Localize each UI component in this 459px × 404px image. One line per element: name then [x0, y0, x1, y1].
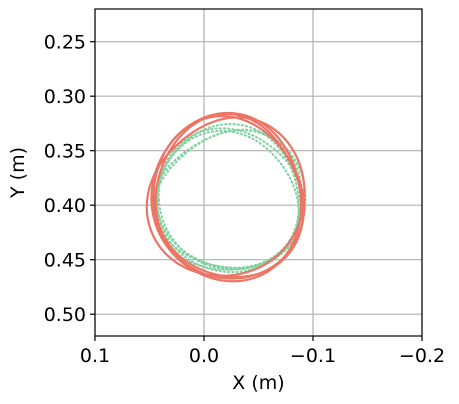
y-tick-label: 0.40 — [44, 195, 86, 217]
series-layer — [145, 111, 307, 283]
y-tick-label: 0.45 — [44, 250, 86, 272]
y-axis-label: Y (m) — [7, 147, 29, 199]
solid-trajectory-loop — [154, 112, 305, 278]
dotted-trajectory-loop — [156, 129, 300, 274]
dotted-trajectory-loop — [152, 128, 307, 271]
x-axis-label: X (m) — [232, 372, 284, 394]
ticks: 0.1 0.0 −0.1 −0.2 0.25 0.30 0.35 0.40 0.45 0.50 — [44, 32, 445, 367]
solid-trajectory-loop — [145, 116, 306, 277]
y-tick-label: 0.25 — [44, 32, 86, 54]
x-tick-label: 0.1 — [80, 345, 110, 367]
y-tick-label: 0.35 — [44, 141, 86, 163]
x-tick-label: 0.0 — [189, 345, 219, 367]
y-tick-label: 0.50 — [44, 304, 86, 326]
dotted-trajectory-loop — [155, 123, 300, 270]
x-tick-label: −0.2 — [399, 345, 445, 367]
series-solid — [145, 111, 306, 283]
grid — [94, 9, 423, 336]
plot-frame — [94, 8, 423, 337]
dotted-trajectory-loop — [152, 129, 304, 269]
series-dotted — [152, 123, 307, 274]
y-tick-label: 0.30 — [44, 86, 86, 108]
x-tick-label: −0.1 — [290, 345, 336, 367]
